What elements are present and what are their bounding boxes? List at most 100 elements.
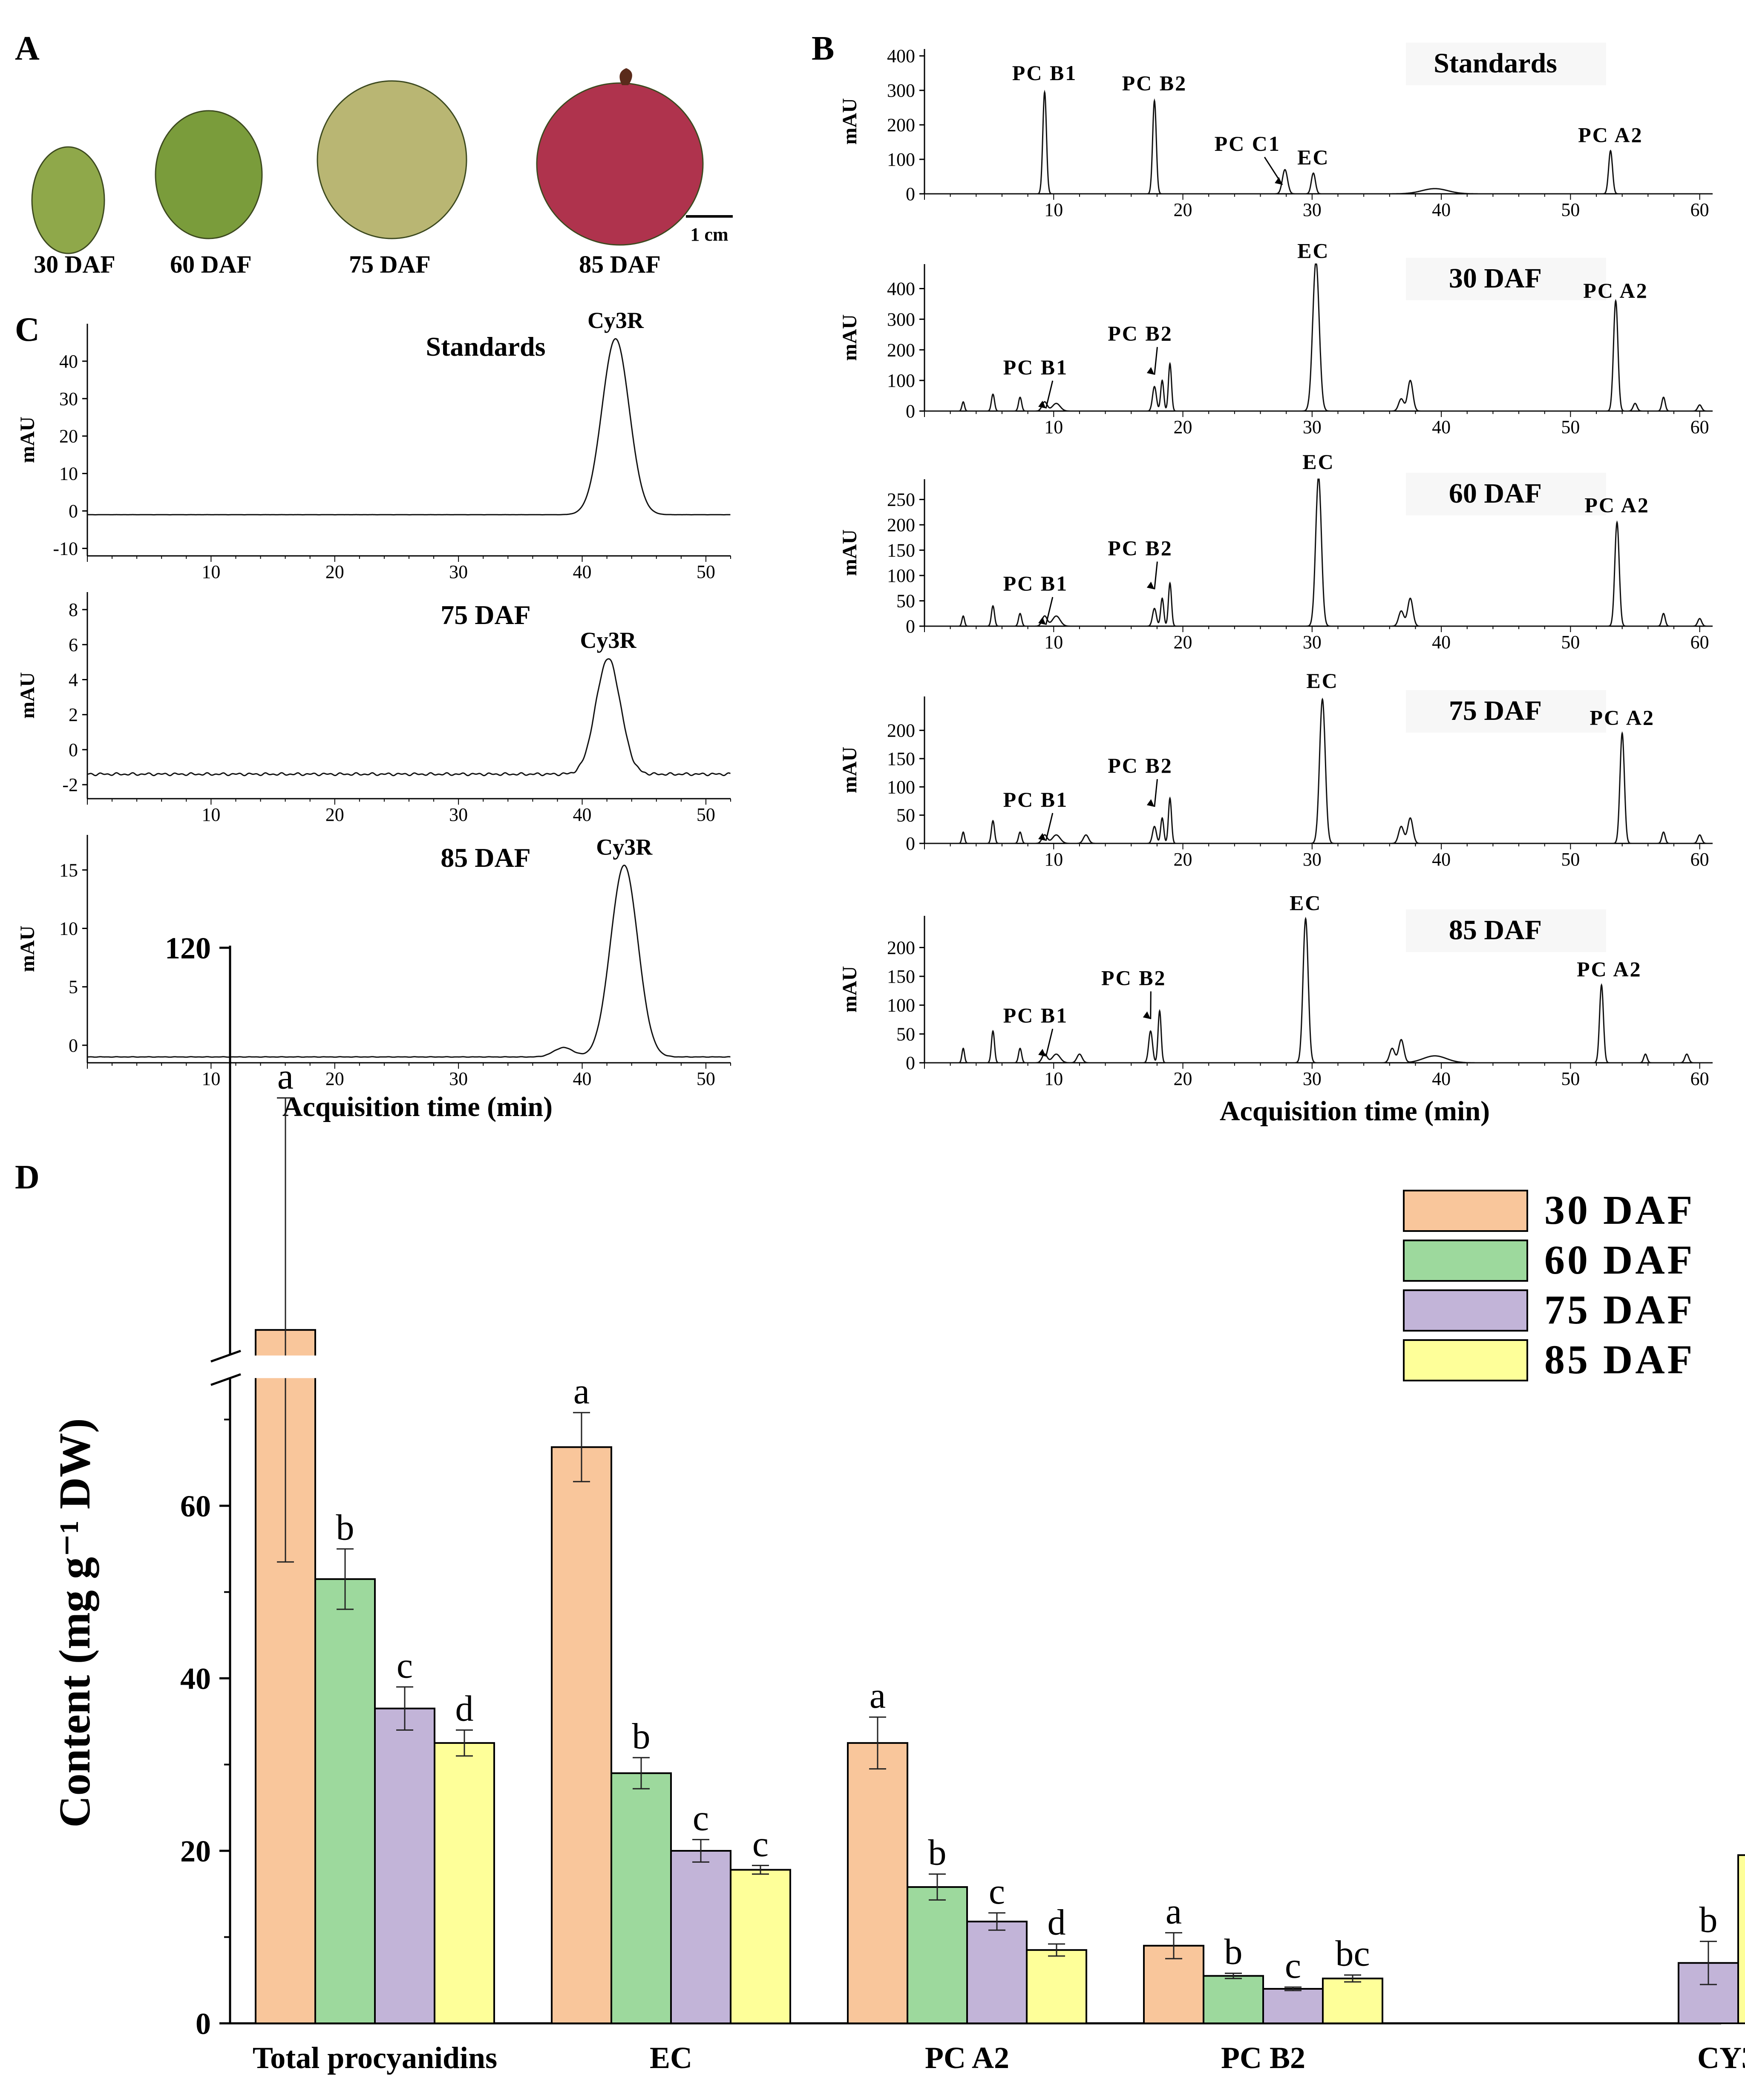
chromatogram-trace	[924, 697, 1713, 844]
fruit-label-60daf: 60 DAF	[170, 250, 252, 278]
bar-ec-75-daf	[670, 1850, 731, 2024]
bar-pc-b2-85-daf	[1322, 1977, 1383, 2025]
x-tick-label: 30	[1303, 849, 1322, 870]
y-axis-label: Content (mg g⁻¹ DW)	[50, 1418, 99, 1827]
peak-label-pc-c1: PC C1	[1215, 132, 1281, 155]
bar-pc-a2-75-daf	[966, 1921, 1028, 2024]
peak-label-pc-b2: PC B2	[1122, 71, 1187, 95]
y-axis-label: mAU	[838, 966, 861, 1013]
peak-label-ec: EC	[1290, 891, 1322, 915]
x-tick-label: 60	[1690, 417, 1709, 437]
bar-pc-a2-60-daf	[907, 1886, 968, 2024]
significance-letter: d	[1048, 1902, 1066, 1943]
x-tick-label: 10	[202, 1068, 220, 1089]
fruit-photo-panel: 30 DAF 60 DAF 75 DAF 85 DAF 1 cm	[31, 68, 733, 278]
subplot-title-box	[1406, 473, 1606, 515]
y-tick-label: 100	[887, 777, 915, 797]
y-tick-label: 20	[180, 1834, 211, 1868]
y-tick-label: 4	[69, 670, 78, 690]
y-tick-label: 0	[69, 1035, 78, 1056]
y-tick-label: 40	[180, 1662, 211, 1696]
peak-arrowhead	[1038, 1049, 1046, 1057]
y-tick-label: -2	[62, 774, 78, 795]
bar-pc-a2-85-daf	[1026, 1949, 1087, 2024]
x-tick-label: 50	[697, 561, 715, 582]
subplot-title-box	[1406, 909, 1606, 952]
y-tick-label: 8	[69, 599, 78, 620]
panel-letter-c: C	[15, 311, 40, 348]
significance-letter: a	[870, 1675, 886, 1716]
significance-letter: b	[336, 1507, 354, 1548]
category-label: PC B2	[1221, 2041, 1305, 2075]
x-tick-label: 40	[573, 561, 592, 582]
y-tick-label: 30	[59, 388, 78, 409]
significance-letter: c	[989, 1871, 1005, 1912]
y-tick-label: 0	[906, 616, 915, 637]
bar-group-pc-a2: a b c d PC A2	[847, 1675, 1087, 2075]
y-tick-label: 100	[887, 565, 915, 586]
x-tick-label: 10	[1044, 849, 1063, 870]
y-tick-label: 15	[59, 860, 78, 880]
peak-arrow	[1045, 597, 1054, 625]
fruit-30daf	[31, 146, 105, 254]
significance-letter: b	[632, 1715, 651, 1756]
x-tick-label: 40	[1432, 849, 1451, 870]
y-tick-label: 2	[69, 705, 78, 725]
peak-arrow	[1045, 1028, 1054, 1057]
x-tick-label: 60	[1690, 632, 1709, 653]
y-axis-label: mAU	[838, 747, 861, 793]
peak-label-pc-b1: PC B1	[1003, 572, 1068, 595]
peak-label-ec: EC	[1297, 239, 1329, 263]
y-tick-label: 10	[59, 463, 78, 484]
subplot-title: 75 DAF	[441, 600, 531, 630]
x-tick-label: 20	[1174, 849, 1192, 870]
fruit-label-30daf: 30 DAF	[34, 250, 115, 278]
peak-arrow	[1154, 347, 1158, 375]
y-tick-label: 0	[906, 833, 915, 854]
y-tick-label: 200	[887, 115, 915, 135]
peak-label-pc-b1: PC B1	[1003, 788, 1068, 811]
chromatogram-trace	[924, 89, 1713, 195]
chromatogram-trace	[924, 478, 1713, 627]
peak-label-pc-b1: PC B1	[1003, 355, 1068, 379]
legend-swatch-75-daf	[1403, 1289, 1528, 1332]
peak-arrowhead	[1038, 617, 1046, 625]
peak-label-ec: EC	[1302, 450, 1334, 474]
peak-label-pc-a2: PC A2	[1584, 493, 1650, 517]
y-axis-label: mAU	[838, 529, 861, 576]
significance-letter: b	[928, 1832, 947, 1873]
x-tick-label: 60	[1690, 1068, 1709, 1089]
significance-letter: c	[693, 1798, 709, 1838]
y-axis-label: mAU	[838, 98, 861, 144]
y-tick-label: 0	[69, 501, 78, 522]
peak-arrow	[1045, 813, 1054, 841]
subplot-title: Standards	[1434, 48, 1557, 79]
fruit-label-85daf: 85 DAF	[579, 250, 661, 278]
significance-letter: b	[1224, 1931, 1243, 1972]
peak-label-pc-a2: PC A2	[1583, 279, 1648, 302]
significance-letter: a	[573, 1370, 590, 1411]
y-tick-label: 200	[887, 720, 915, 741]
x-tick-label: 20	[325, 561, 344, 582]
x-tick-label: 20	[1174, 1068, 1192, 1089]
y-tick-label: 50	[896, 805, 915, 826]
y-tick-label: 0	[906, 184, 915, 204]
y-tick-label: 150	[887, 966, 915, 987]
x-tick-label: 50	[697, 804, 715, 825]
fruit-85daf	[536, 82, 704, 246]
bar-group-cy3r: baCY3R	[1678, 1854, 1745, 2075]
significance-letter: bc	[1335, 1933, 1370, 1974]
y-tick-label: 200	[887, 339, 915, 360]
y-tick-label: 300	[887, 80, 915, 101]
x-tick-label: 30	[1303, 417, 1322, 437]
x-tick-label: 60	[1690, 199, 1709, 220]
y-tick-label: 100	[887, 995, 915, 1016]
significance-letter: a	[277, 1056, 294, 1096]
legend-label-75-daf: 75 DAF	[1544, 1287, 1695, 1332]
subplot-title-box	[1406, 690, 1606, 733]
x-tick-label: 20	[1174, 417, 1192, 437]
x-tick-label: 10	[1044, 632, 1063, 653]
peak-arrowhead	[1146, 367, 1155, 375]
scale-bar-label: 1 cm	[690, 224, 728, 245]
x-tick-label: 50	[1561, 417, 1580, 437]
